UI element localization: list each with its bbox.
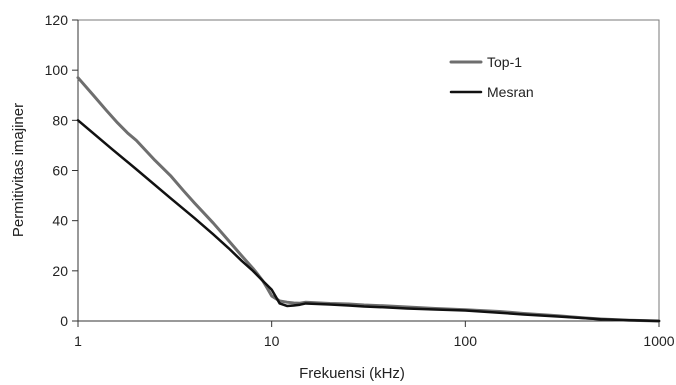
legend-label-top-1: Top-1 — [487, 54, 522, 70]
x-tick-label-10: 10 — [264, 333, 280, 349]
y-tick-label-80: 80 — [52, 112, 68, 128]
y-tick-label-100: 100 — [45, 62, 69, 78]
y-tick-label-120: 120 — [45, 12, 69, 28]
y-tick-label-0: 0 — [60, 313, 68, 329]
x-tick-label-1: 1 — [74, 333, 82, 349]
y-tick-label-20: 20 — [52, 263, 68, 279]
y-tick-label-60: 60 — [52, 163, 68, 179]
y-axis-label: Permitivitas imajiner — [10, 103, 27, 237]
x-tick-label-1000: 1000 — [643, 333, 674, 349]
x-axis-label: Frekuensi (kHz) — [299, 365, 405, 382]
legend: Top-1 Mesran — [449, 54, 534, 100]
x-tick-label-100: 100 — [454, 333, 478, 349]
series-layer — [76, 76, 661, 323]
legend-label-mesran: Mesran — [487, 84, 534, 100]
series-line-top-1 — [76, 76, 661, 323]
series-line-mesran — [76, 119, 661, 323]
y-tick-label-40: 40 — [52, 213, 68, 229]
